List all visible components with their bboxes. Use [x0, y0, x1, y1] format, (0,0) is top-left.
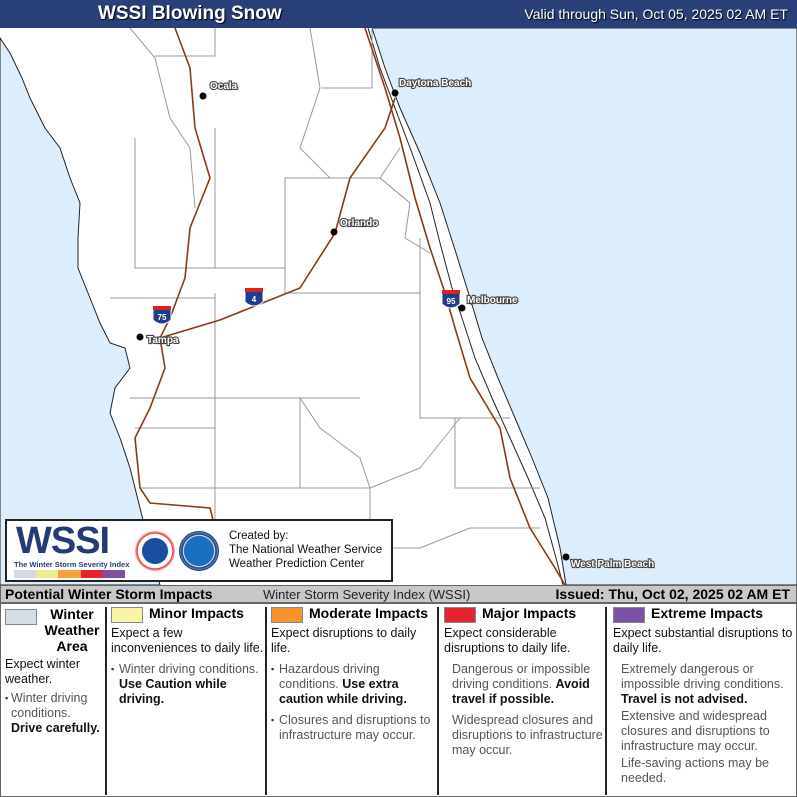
legend-expect: Expect winter weather.: [5, 657, 81, 686]
city-ocala: Ocala: [210, 81, 238, 92]
issued-time: Issued: Thu, Oct 02, 2025 02 AM ET: [555, 586, 790, 602]
swatch-extreme: [613, 606, 645, 623]
legend-bullet: Winter driving conditions. Drive careful…: [5, 691, 103, 736]
city-west-palm-beach: West Palm Beach: [571, 559, 654, 570]
map[interactable]: Ocala Daytona Beach Orlando Melbourne Ta…: [0, 28, 797, 585]
city-orlando: Orlando: [340, 218, 378, 229]
legend-major: Major Impacts Expect considerable disrup…: [444, 606, 604, 796]
legend-label: Winter Weather Area: [44, 606, 100, 654]
swatch-major: [444, 606, 476, 623]
gulf-of-mexico: [0, 37, 161, 585]
legend-bullet: Widespread closures and disruptions to i…: [452, 712, 603, 757]
wssi-color-bar: [14, 570, 126, 578]
created-by-label: Created by:: [229, 530, 289, 542]
legend-label: Major Impacts: [482, 605, 577, 621]
legend-label: Extreme Impacts: [651, 605, 764, 621]
atlantic-ocean: [371, 28, 797, 585]
legend-bullet: Life-saving actions may be needed.: [621, 755, 769, 785]
org-nws: The National Weather Service: [229, 544, 383, 556]
created-by: Created by: The National Weather Service…: [229, 529, 382, 571]
shield-label: 95: [447, 297, 456, 306]
legend-expect: Expect disruptions to daily life.: [271, 625, 417, 655]
legend-label: Moderate Impacts: [309, 605, 429, 621]
legend-minor: Minor Impacts Expect a few inconvenience…: [111, 606, 266, 796]
swatch-winter: [5, 609, 37, 625]
footer-bar: Potential Winter Storm Impacts Winter St…: [0, 585, 797, 603]
nws-seal-icon: [135, 531, 175, 571]
legend-expect: Expect substantial disruptions to daily …: [613, 625, 793, 655]
interstate-shield-75: 75: [152, 306, 172, 325]
legend-expect: Expect a few inconveniences to daily lif…: [111, 625, 264, 655]
legend-label: Minor Impacts: [149, 605, 244, 621]
map-title: WSSI Blowing Snow: [98, 3, 282, 24]
swatch-moderate: [271, 606, 303, 623]
impact-legend: Winter Weather Area Expect winter weathe…: [0, 603, 797, 797]
i-95: [364, 28, 566, 585]
intracoastal-lagoon: [367, 28, 564, 585]
valid-through: Valid through Sun, Oct 05, 2025 02 AM ET: [524, 6, 788, 22]
legend-expect: Expect considerable disruptions to daily…: [444, 625, 571, 655]
legend-moderate: Moderate Impacts Expect disruptions to d…: [271, 606, 437, 796]
noaa-logo-icon: [179, 531, 219, 571]
legend-bullet: Winter driving conditions. Use Caution w…: [111, 662, 266, 707]
legend-extreme: Extreme Impacts Expect substantial disru…: [613, 606, 796, 796]
interstate-shield-4: 4: [244, 288, 264, 307]
legend-bullet: Extremely dangerous or impossible drivin…: [621, 661, 784, 706]
shield-label: 75: [158, 313, 167, 322]
org-wpc: Weather Prediction Center: [229, 558, 365, 570]
footer-index-name: Winter Storm Severity Index (WSSI): [263, 587, 471, 602]
wssi-tagline: The Winter Storm Severity Index: [14, 560, 130, 569]
legend-bullet: Extensive and widespread closures and di…: [621, 708, 770, 753]
county-boundaries: [110, 28, 540, 549]
city-melbourne: Melbourne: [467, 295, 518, 306]
city-markers: Ocala Daytona Beach Orlando Melbourne Ta…: [136, 77, 655, 571]
swatch-minor: [111, 606, 143, 623]
wssi-logo: WSSI: [16, 520, 110, 562]
footer-title: Potential Winter Storm Impacts: [5, 586, 213, 602]
legend-bullet: Closures and disruptions to infrastructu…: [271, 713, 437, 743]
legend-winter-weather-area: Winter Weather Area Expect winter weathe…: [5, 606, 103, 796]
header-bar: WSSI Blowing Snow Valid through Sun, Oct…: [0, 0, 797, 28]
interstate-shield-95: 95: [441, 290, 461, 309]
shield-label: 4: [252, 295, 257, 304]
legend-bullet: Dangerous or impossible driving conditio…: [452, 661, 591, 706]
wssi-logo-box: WSSI The Winter Storm Severity Index Cre…: [5, 519, 393, 582]
legend-bullet: Hazardous driving conditions. Use extra …: [271, 662, 437, 707]
city-daytona-beach: Daytona Beach: [399, 78, 471, 89]
city-tampa: Tampa: [147, 335, 179, 346]
